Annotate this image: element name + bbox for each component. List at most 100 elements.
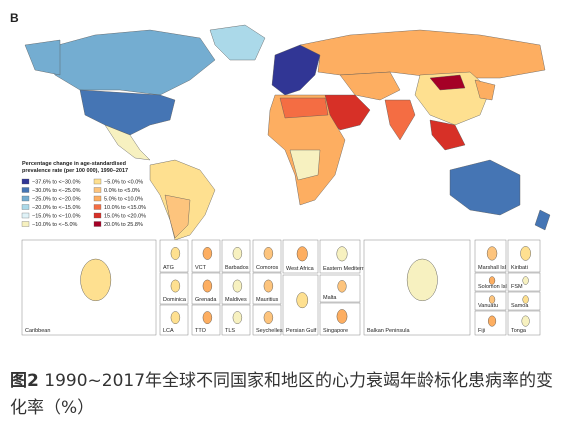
inset-shape bbox=[337, 280, 347, 293]
legend-swatch bbox=[21, 221, 30, 227]
inset-label: Mauritius bbox=[256, 297, 279, 303]
legend-swatch bbox=[93, 221, 102, 227]
india bbox=[384, 99, 416, 141]
greenland bbox=[209, 24, 266, 61]
legend-swatch bbox=[93, 195, 102, 202]
inset-shape bbox=[263, 279, 274, 293]
inset-label: TLS bbox=[225, 328, 235, 334]
inset-label: Vanuatu bbox=[478, 303, 498, 309]
inset-label: Singapore bbox=[323, 328, 348, 334]
inset-shape bbox=[202, 311, 213, 324]
central-asia bbox=[339, 71, 401, 101]
inset-shape bbox=[170, 279, 181, 293]
legend-label: −15.0% to <−10.0% bbox=[32, 214, 81, 220]
legend-swatch bbox=[21, 204, 30, 210]
inset-label: Caribbean bbox=[25, 328, 50, 334]
new-zealand bbox=[534, 209, 551, 231]
figure-label: 图2 bbox=[10, 371, 39, 391]
argentina bbox=[164, 194, 191, 239]
inset-shape bbox=[296, 246, 308, 262]
inset-shape bbox=[80, 258, 112, 301]
alaska bbox=[24, 39, 61, 76]
inset-shape bbox=[406, 258, 438, 301]
figure: B Percentage change in age-standardised … bbox=[10, 11, 551, 336]
legend-swatch bbox=[93, 204, 102, 210]
legend-swatch bbox=[93, 187, 102, 193]
insets: ATG VCT Barbados Comoros Dominica Grenada Mald… bbox=[21, 239, 541, 336]
legend-label: 10.0% to <15.0% bbox=[104, 205, 146, 211]
inset-shape bbox=[232, 247, 243, 260]
inset-label: Marshall Isl bbox=[478, 265, 506, 271]
legend-label: −10.0% to <−5.0% bbox=[32, 222, 78, 228]
inset-label: Fiji bbox=[478, 328, 485, 334]
inset-shape bbox=[202, 279, 213, 293]
inset-shape bbox=[232, 279, 243, 293]
inset-label: West Africa bbox=[286, 266, 315, 272]
inset-shape bbox=[232, 311, 243, 324]
china bbox=[414, 71, 491, 126]
europe bbox=[271, 44, 321, 96]
inset-label: Samoa bbox=[511, 303, 529, 309]
australia bbox=[449, 159, 521, 216]
canada bbox=[39, 29, 216, 96]
legend-title: prevalence rate (per 100 000), 1990–2017 bbox=[22, 168, 128, 174]
inset-shape bbox=[488, 276, 496, 285]
legend-title: Percentage change in age-standardised bbox=[22, 161, 126, 167]
japan-korea bbox=[474, 79, 496, 101]
legend: Percentage change in age-standardised pr… bbox=[21, 161, 146, 228]
inset-shape bbox=[170, 311, 181, 324]
legend-swatch bbox=[93, 178, 102, 185]
inset-label: TTO bbox=[195, 328, 207, 334]
legend-swatch bbox=[21, 212, 30, 219]
inset-frame bbox=[282, 239, 319, 274]
legend-label: −20.0% to <−15.0% bbox=[32, 205, 81, 211]
inset-label: Eastern Mediterranean bbox=[323, 266, 379, 272]
inset-shape bbox=[336, 309, 348, 324]
inset-label: Tonga bbox=[511, 328, 527, 334]
inset-label: Maldives bbox=[225, 297, 247, 303]
inset-shape bbox=[488, 315, 497, 327]
inset-label: VCT bbox=[195, 265, 207, 271]
inset-frame bbox=[319, 302, 361, 336]
legend-label: 5.0% to <10.0% bbox=[104, 197, 143, 203]
legend-swatch bbox=[21, 195, 30, 202]
inset-shape bbox=[170, 247, 181, 260]
inset-label: Seychelles bbox=[256, 328, 283, 334]
legend-label: 15.0% to <20.0% bbox=[104, 214, 146, 220]
southeast-asia bbox=[429, 119, 466, 151]
mexico bbox=[104, 124, 151, 161]
legend-label: −25.0% to <−20.0% bbox=[32, 197, 81, 203]
inset-shape bbox=[521, 315, 530, 327]
world-map bbox=[24, 24, 551, 241]
caption: 图2 1990~2017年全球不同国家和地区的心力衰竭年龄标化患病率的变化率（%… bbox=[10, 368, 562, 422]
inset-label: Persian Gulf bbox=[286, 328, 317, 334]
inset-shape bbox=[522, 295, 529, 304]
inset-label: FSM bbox=[511, 284, 523, 290]
inset-shape bbox=[263, 311, 274, 324]
inset-label: ATG bbox=[163, 265, 174, 271]
legend-label: −5.0% to <0.0% bbox=[104, 180, 143, 186]
legend-label: −37.6% to <−30.0% bbox=[32, 180, 81, 186]
inset-label: Solomon Isl bbox=[478, 284, 507, 290]
inset-shape bbox=[488, 295, 496, 304]
inset-label: LCA bbox=[163, 328, 174, 334]
inset-label: Dominica bbox=[163, 297, 187, 303]
inset-label: Barbados bbox=[225, 265, 249, 271]
inset-label: Comoros bbox=[256, 265, 279, 271]
inset-shape bbox=[202, 247, 213, 260]
legend-label: 0.0% to <5.0% bbox=[104, 188, 140, 194]
legend-swatch bbox=[93, 212, 102, 219]
panel-label: B bbox=[10, 11, 19, 25]
inset-label: Grenada bbox=[195, 297, 217, 303]
caption-text: 1990~2017年全球不同国家和地区的心力衰竭年龄标化患病率的变化率（%） bbox=[10, 371, 554, 418]
usa bbox=[79, 89, 176, 136]
inset-label: Malta bbox=[323, 295, 337, 301]
inset-label: Kiribati bbox=[511, 265, 528, 271]
russia bbox=[299, 29, 546, 79]
inset-shape bbox=[296, 292, 309, 309]
inset-shape bbox=[336, 246, 348, 262]
legend-swatch bbox=[21, 178, 30, 185]
legend-swatch bbox=[21, 187, 30, 193]
legend-label: −30.0% to <−25.0% bbox=[32, 188, 81, 194]
